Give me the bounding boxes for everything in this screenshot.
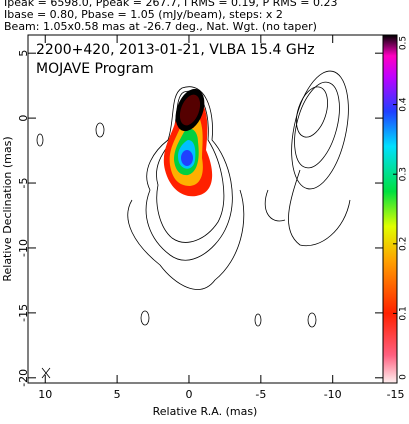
- y-tick-label: -20: [17, 369, 30, 387]
- x-tick-label: 10: [38, 388, 52, 401]
- colorbar-tick-label: 0: [399, 374, 409, 380]
- header-line: Ipeak = 6598.0, Ppeak = 267.7, I RMS = 0…: [4, 0, 338, 9]
- x-tick-label: -5: [255, 388, 266, 401]
- x-tick-label: -10: [324, 388, 342, 401]
- header-line: Beam: 1.05x0.58 mas at -26.7 deg., Nat. …: [4, 20, 317, 33]
- jet-image: [36, 70, 351, 379]
- y-tick-label: 0: [17, 115, 30, 122]
- y-tick-label: -5: [17, 178, 30, 189]
- colorbar-tick-label: 0.2: [399, 237, 409, 251]
- y-tick-label: 5: [17, 50, 30, 57]
- y-tick-label: -15: [17, 304, 30, 322]
- colorbar-tick-label: 0.5: [399, 36, 409, 50]
- x-tick-label: 0: [185, 388, 192, 401]
- colorbar-tick-label: 0.1: [399, 306, 409, 320]
- colorbar-tick-label: 0.3: [399, 167, 409, 181]
- x-tick-label: 5: [114, 388, 121, 401]
- chart-title: 2200+420, 2013-01-21, VLBA 15.4 GHz: [36, 42, 315, 58]
- x-axis-label: Relative R.A. (mas): [153, 405, 258, 418]
- header-line: Ibase = 0.80, Pbase = 1.05 (mJy/beam), s…: [4, 8, 283, 21]
- chart-subtitle: MOJAVE Program: [36, 61, 154, 77]
- colorbar: [382, 34, 398, 384]
- y-tick-label: -10: [17, 239, 30, 257]
- x-tick-label: -15: [387, 388, 405, 401]
- plot-frame: [27, 34, 384, 384]
- colorbar-tick-label: 0.4: [399, 97, 409, 112]
- y-axis-label: Relative Declination (mas): [1, 136, 14, 281]
